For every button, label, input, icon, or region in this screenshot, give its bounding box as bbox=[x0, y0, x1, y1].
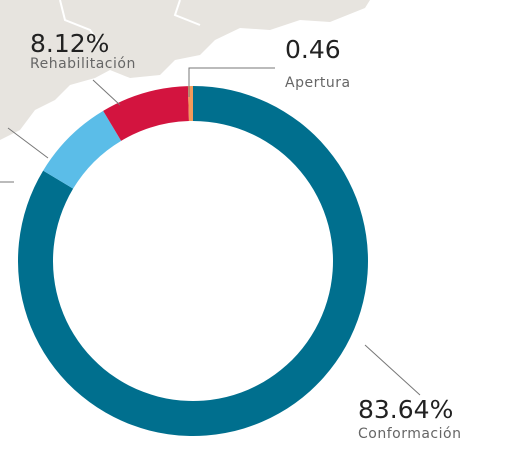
donut-segment bbox=[43, 110, 122, 189]
value-label: 8.12% bbox=[30, 29, 109, 58]
leader-line bbox=[92, 79, 121, 106]
map-border bbox=[59, 0, 201, 46]
leader-line bbox=[364, 344, 421, 396]
category-label: Apertura bbox=[285, 75, 351, 91]
category-label: Rehabilitación bbox=[30, 56, 136, 72]
value-label: 83.64% bbox=[358, 395, 453, 424]
donut-segment bbox=[103, 86, 189, 141]
category-label: Conformación bbox=[358, 426, 461, 442]
value-label: 0.46 bbox=[285, 35, 341, 64]
leader-line bbox=[0, 127, 49, 183]
leader-line bbox=[188, 67, 275, 97]
